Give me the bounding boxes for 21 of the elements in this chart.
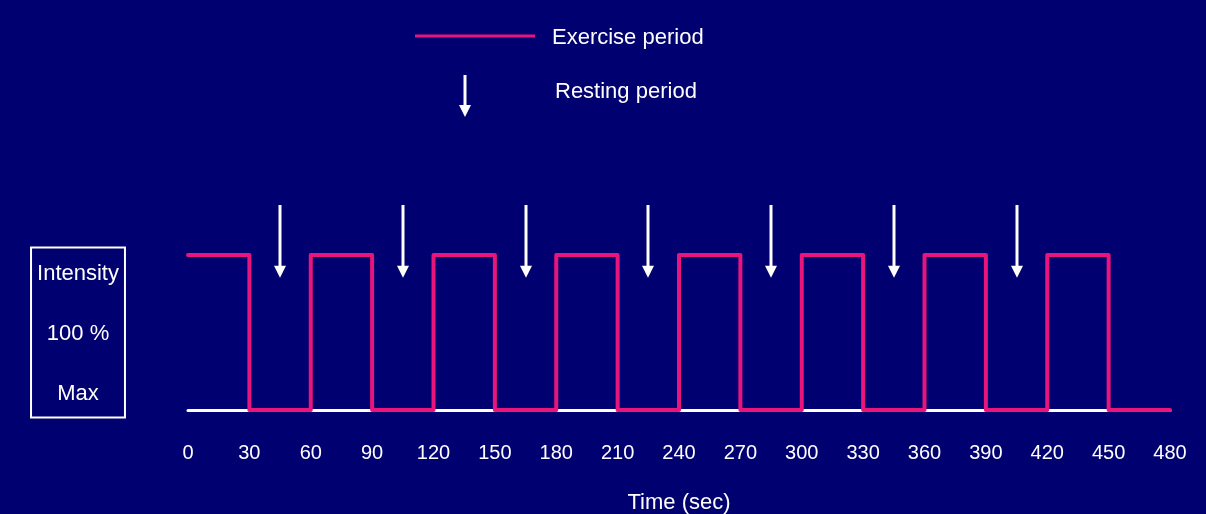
x-tick-label: 120 (416, 441, 451, 463)
x-tick-label: 270 (723, 441, 758, 463)
x-tick-label: 0 (182, 441, 194, 463)
x-tick-label: 420 (1030, 441, 1064, 463)
text: Resting period (555, 78, 697, 104)
x-tick-label: 150 (478, 441, 512, 463)
text: Intensity 100 % Max (37, 260, 119, 405)
text: Exercise period (552, 23, 704, 49)
x-tick-label: 330 (846, 441, 880, 463)
x-tick-label: 240 (662, 441, 696, 463)
x-tick-label: 480 (1153, 441, 1187, 463)
x-tick-label: 390 (969, 441, 1003, 463)
x-tick-label: 210 (600, 441, 635, 463)
x-tick-label: 60 (299, 441, 322, 463)
x-tick-label: 30 (238, 441, 261, 463)
x-tick-label: 90 (361, 441, 384, 463)
x-tick-label: 300 (785, 441, 819, 463)
x-axis-title: Time (sec) (627, 488, 731, 514)
x-tick-label: 360 (907, 441, 942, 463)
x-tick-label: 180 (539, 441, 573, 463)
x-tick-label: 450 (1091, 441, 1126, 463)
